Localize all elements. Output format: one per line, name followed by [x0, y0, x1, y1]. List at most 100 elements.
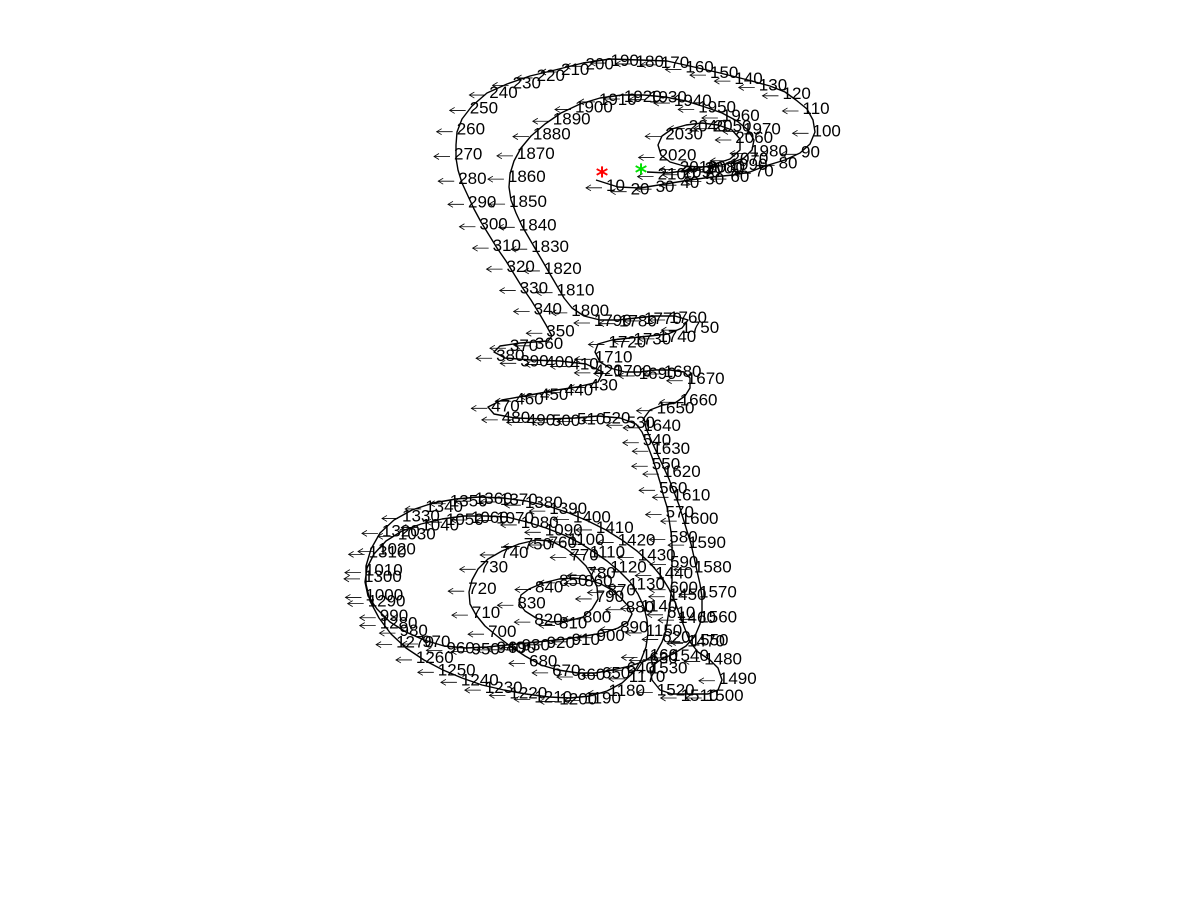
direction-arrow	[357, 548, 375, 555]
index-label: 420	[594, 361, 622, 380]
index-label: 2040	[689, 116, 727, 135]
index-label: 210	[561, 60, 589, 79]
direction-arrow	[623, 317, 640, 325]
index-label: 370	[510, 336, 538, 355]
direction-arrow	[528, 507, 546, 515]
direction-arrow	[499, 521, 517, 529]
direction-arrow	[531, 419, 548, 427]
direction-arrow	[636, 173, 654, 180]
index-label: 730	[480, 557, 508, 576]
direction-arrow	[525, 329, 543, 337]
index-label: 150	[710, 63, 738, 82]
direction-arrow	[458, 565, 476, 573]
direction-arrow	[485, 265, 503, 273]
direction-arrow	[479, 498, 496, 506]
trajectory-trace	[364, 58, 816, 699]
index-label: 910	[572, 630, 600, 649]
index-label: 550	[652, 454, 680, 473]
index-label: 30	[656, 177, 675, 196]
direction-arrow	[450, 516, 467, 524]
index-label: 1820	[544, 259, 582, 278]
direction-arrow	[614, 60, 632, 68]
index-label: 1180	[608, 681, 645, 700]
direction-arrow	[733, 169, 751, 177]
direction-arrow	[468, 91, 486, 99]
index-label: 110	[803, 99, 830, 118]
index-label: 510	[577, 410, 605, 429]
direction-arrow	[467, 630, 485, 638]
index-label: 1650	[657, 399, 695, 418]
index-label: 390	[520, 351, 548, 370]
index-label: 1720	[608, 332, 646, 351]
direction-arrow	[669, 639, 687, 646]
index-label: 810	[559, 613, 587, 632]
direction-arrow	[512, 133, 529, 140]
index-label: 1880	[533, 125, 571, 144]
index-label: 1070	[496, 509, 534, 528]
index-label: 460	[515, 389, 543, 408]
direction-arrow	[556, 418, 574, 425]
index-label: 340	[534, 300, 562, 319]
direction-arrow	[538, 579, 556, 587]
index-label: 1930	[649, 88, 687, 107]
direction-arrow	[617, 372, 635, 380]
index-label: 1850	[509, 192, 547, 211]
direction-arrow	[378, 629, 396, 637]
index-label: 1480	[704, 649, 742, 668]
index-label: 1000	[365, 585, 403, 604]
index-label: 180	[636, 52, 664, 71]
index-label: 400	[545, 353, 573, 372]
index-label: 1510	[681, 686, 719, 705]
index-label: 900	[597, 626, 625, 645]
direction-arrow	[647, 593, 665, 601]
index-label: 80	[779, 153, 798, 172]
index-label: 650	[602, 663, 630, 682]
direction-arrow	[538, 622, 555, 629]
direction-arrow	[377, 533, 394, 540]
index-label: 1490	[719, 669, 757, 688]
index-label: 320	[507, 257, 535, 276]
direction-arrow	[505, 419, 523, 426]
index-label: 1200	[559, 690, 597, 709]
index-label: 1250	[438, 660, 476, 679]
direction-arrow	[527, 541, 545, 549]
direction-arrow	[713, 77, 731, 85]
index-label: 1840	[519, 215, 557, 234]
direction-arrow	[514, 586, 531, 593]
index-label: 760	[549, 533, 577, 552]
direction-arrow	[628, 96, 646, 104]
direction-arrow	[508, 660, 525, 667]
index-label: 1300	[364, 567, 402, 586]
direction-arrow	[417, 668, 434, 676]
index-label: 1950	[698, 98, 736, 117]
index-label: 840	[535, 578, 563, 597]
direction-arrow	[504, 501, 521, 509]
direction-arrow	[638, 486, 656, 494]
index-label: 1780	[619, 312, 657, 331]
index-label: 610	[667, 603, 695, 622]
index-label: 1670	[687, 369, 725, 388]
direction-arrow	[578, 98, 595, 106]
direction-arrow	[605, 421, 623, 429]
direction-arrow	[657, 616, 675, 624]
direction-arrow	[347, 551, 365, 558]
index-label: 1380	[525, 493, 563, 512]
direction-arrow	[566, 572, 584, 579]
index-label: 480	[502, 408, 530, 427]
index-label: 1750	[681, 318, 719, 337]
index-label: 240	[489, 83, 517, 102]
direction-arrow	[481, 416, 498, 424]
index-label: 1710	[595, 347, 633, 366]
direction-arrow	[540, 68, 558, 76]
direction-arrow	[649, 561, 666, 568]
index-label: 130	[759, 76, 787, 95]
index-label: 270	[454, 145, 482, 164]
direction-arrow	[650, 654, 668, 662]
index-label: 1550	[691, 631, 729, 650]
index-label: 1190	[584, 688, 621, 707]
index-label: 1980	[750, 141, 788, 160]
index-label: 20	[631, 180, 650, 199]
index-label: 440	[565, 381, 593, 400]
index-label: 10	[606, 176, 625, 195]
